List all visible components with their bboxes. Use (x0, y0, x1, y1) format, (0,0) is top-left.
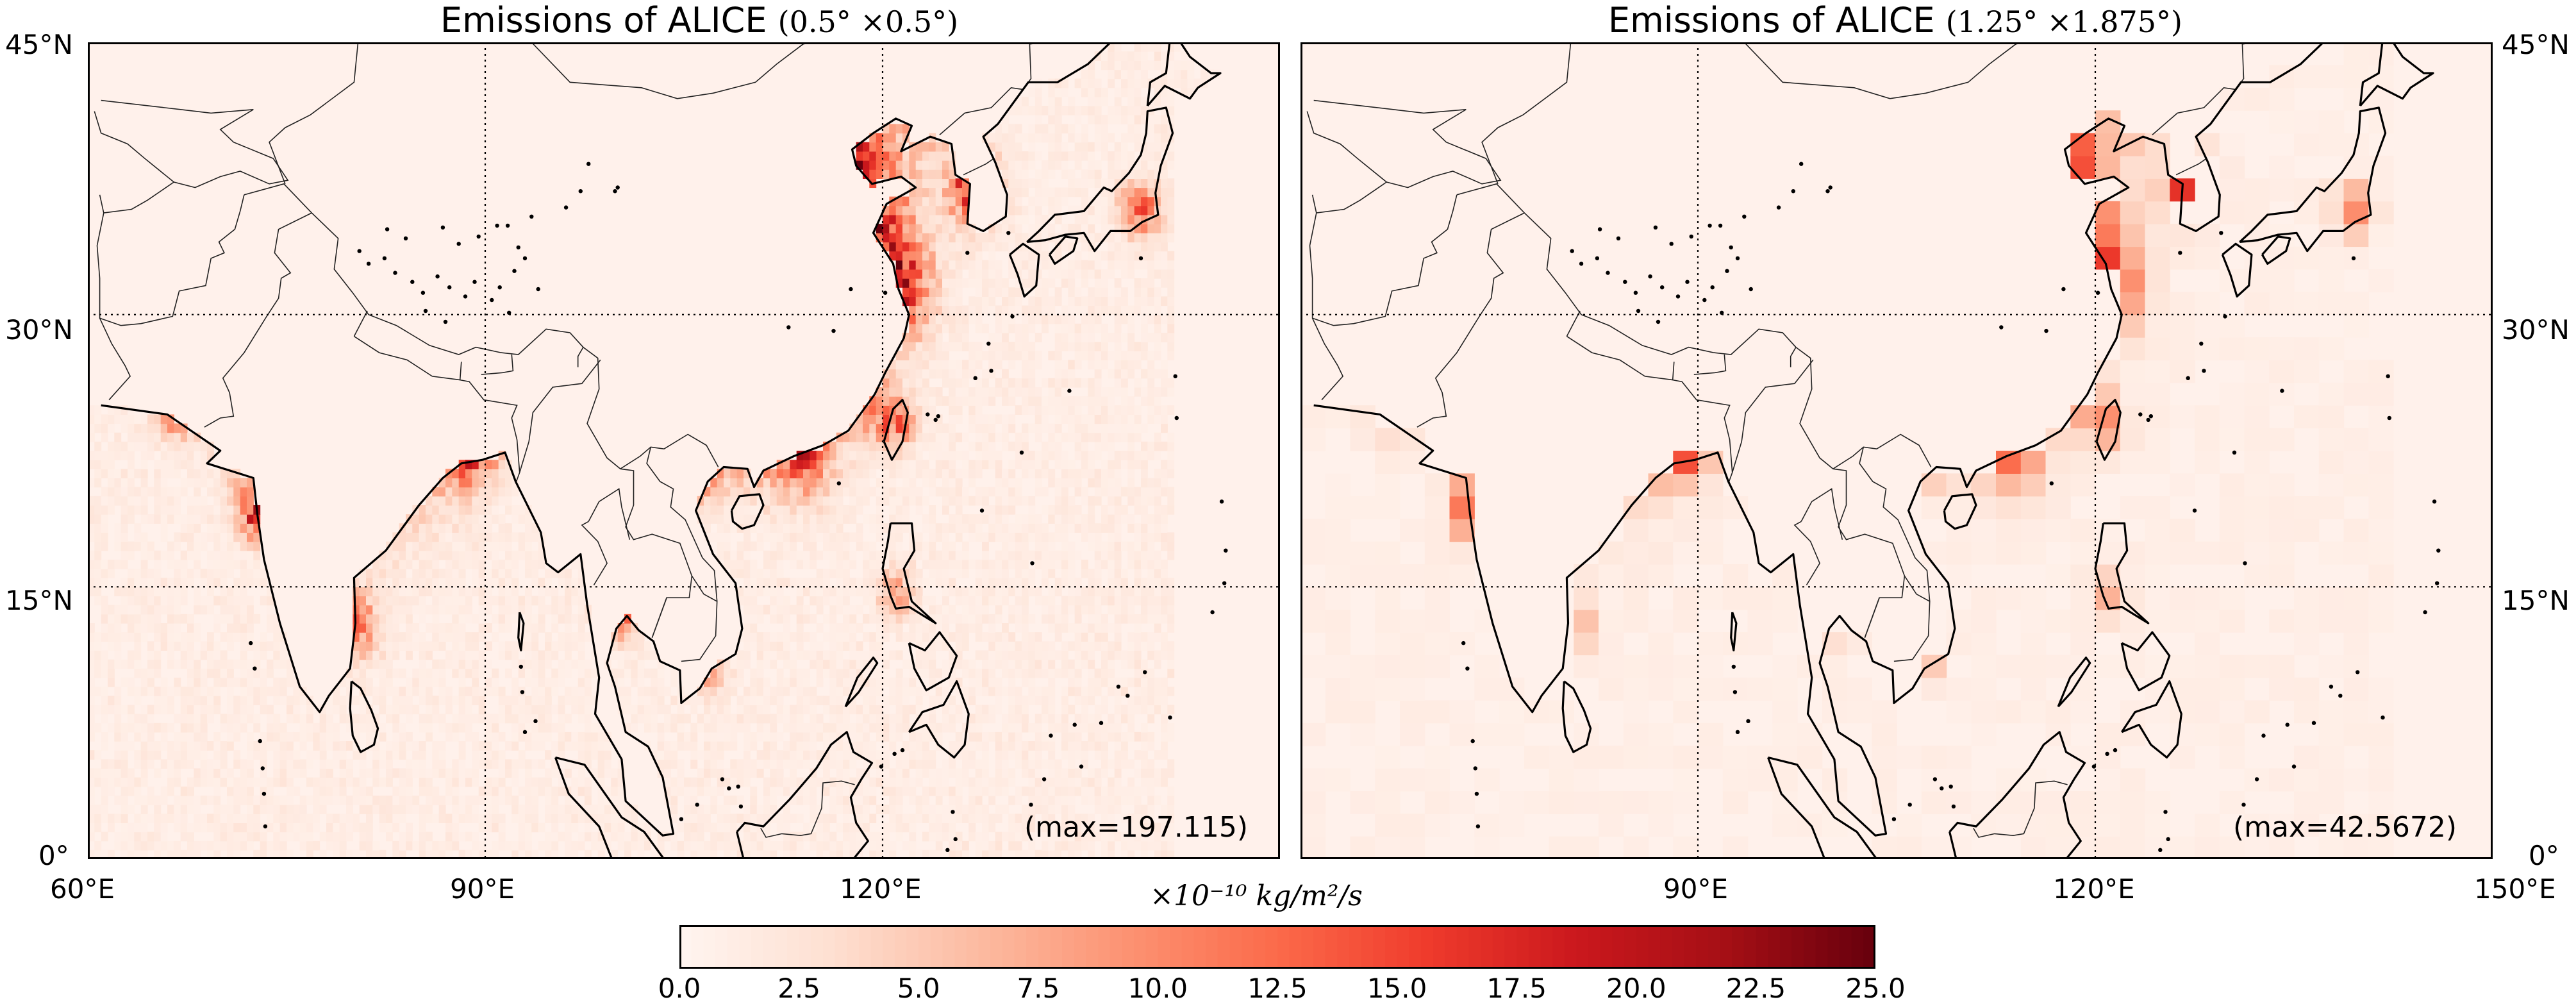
colorbar-tick-label: 2.5 (777, 973, 820, 1004)
colorbar-tick-label: 22.5 (1726, 973, 1786, 1004)
left-emissions-map (88, 42, 1280, 859)
colorbar-tick-label: 0.0 (658, 973, 701, 1004)
left-title-resolution: (0.5° ×0.5°) (778, 4, 958, 39)
right-title-text: Emissions of ALICE (1608, 0, 1935, 40)
lon-label-120e-right: 120°E (2053, 873, 2135, 905)
colorbar (679, 925, 1875, 969)
lat-label-30n-right: 30°N (2502, 314, 2570, 346)
lon-label-60e: 60°E (50, 873, 115, 905)
right-emissions-map (1300, 42, 2493, 859)
lat-label-30n-left: 30°N (5, 314, 73, 346)
right-panel-title: Emissions of ALICE (1.25° ×1.875°) (1608, 0, 2182, 40)
colorbar-tick-label: 25.0 (1845, 973, 1906, 1004)
colorbar-tick-label: 10.0 (1128, 973, 1188, 1004)
lat-label-15n-left: 15°N (5, 585, 73, 616)
lon-label-90e-right: 90°E (1663, 873, 1728, 905)
colorbar-tick-label: 7.5 (1017, 973, 1059, 1004)
colorbar-tick-label: 12.5 (1247, 973, 1308, 1004)
colorbar-tick-label: 15.0 (1367, 973, 1427, 1004)
left-title-text: Emissions of ALICE (440, 0, 767, 40)
lat-label-45n-left: 45°N (5, 29, 73, 60)
right-max-label: (max=42.5672) (2233, 811, 2457, 844)
lon-label-150e: 150°E (2474, 873, 2556, 905)
colorbar-tick-label: 17.5 (1486, 973, 1547, 1004)
lon-label-120e-left: 120°E (840, 873, 922, 905)
lat-label-0-left: 0° (38, 840, 69, 871)
left-panel-title: Emissions of ALICE (0.5° ×0.5°) (440, 0, 958, 40)
colorbar-units: ×10⁻¹⁰ kg/m²/s (1150, 880, 1363, 912)
lat-label-0-right: 0° (2529, 840, 2559, 871)
lat-label-45n-right: 45°N (2502, 29, 2570, 60)
left-max-label: (max=197.115) (1024, 811, 1248, 844)
lat-label-15n-right: 15°N (2502, 585, 2570, 616)
colorbar-tick-label: 5.0 (897, 973, 940, 1004)
lon-label-90e-left: 90°E (450, 873, 515, 905)
right-title-resolution: (1.25° ×1.875°) (1946, 4, 2182, 39)
colorbar-tick-label: 20.0 (1606, 973, 1666, 1004)
